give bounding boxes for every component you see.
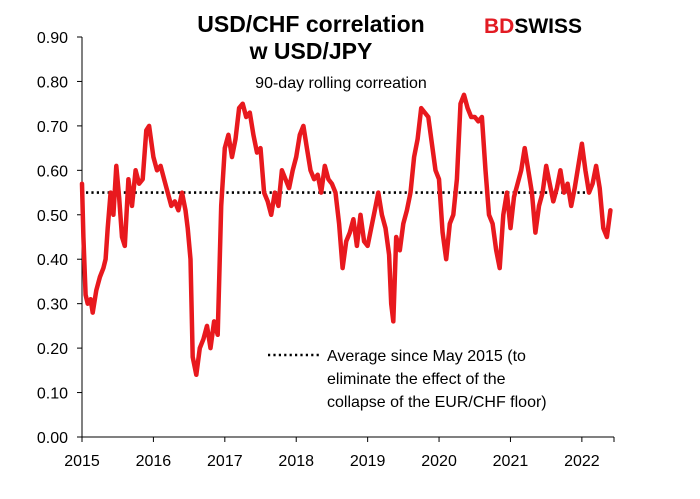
- chart-title-line2: w USD/JPY: [249, 38, 373, 64]
- x-tick-label: 2018: [278, 453, 314, 470]
- y-tick-label: 0.50: [37, 208, 68, 225]
- y-tick-label: 0.80: [37, 74, 68, 91]
- y-tick-label: 0.00: [37, 430, 68, 447]
- x-tick-label: 2015: [64, 453, 100, 470]
- series-line: [79, 92, 613, 378]
- svg-text:BDSWISS: BDSWISS: [484, 15, 582, 38]
- brand-logo: BDSWISS: [484, 15, 582, 38]
- x-tick-label: 2020: [421, 453, 457, 470]
- chart-subtitle: 90-day rolling correation: [255, 75, 427, 92]
- x-axis: 2015 2016 2017 2018 2019 2020 2021 2022: [64, 436, 615, 470]
- legend-label-line2: eliminate the effect of the: [327, 371, 506, 388]
- series-group: [79, 92, 613, 378]
- chart-title-line1: USD/CHF correlation: [197, 11, 424, 37]
- y-tick-label: 0.40: [37, 252, 68, 269]
- y-tick-label: 0.70: [37, 119, 68, 136]
- x-tick-label: 2019: [350, 453, 386, 470]
- legend-label-line3: collapse of the EUR/CHF floor): [327, 394, 547, 411]
- y-tick-label: 0.90: [37, 30, 68, 47]
- legend: Average since May 2015 (to eliminate the…: [268, 348, 547, 411]
- y-tick-label: 0.30: [37, 297, 68, 314]
- x-tick-label: 2016: [136, 453, 172, 470]
- y-axis: 0.00 0.10 0.20 0.30 0.40 0.50 0.60 0.70 0.80 0.90: [37, 30, 83, 447]
- brand-logo-part2: SWISS: [514, 15, 582, 38]
- y-tick-label: 0.60: [37, 163, 68, 180]
- x-tick-label: 2017: [207, 453, 243, 470]
- brand-logo-part1: BD: [484, 15, 514, 38]
- x-tick-label: 2021: [493, 453, 529, 470]
- y-tick-label: 0.10: [37, 386, 68, 403]
- y-tick-label: 0.20: [37, 341, 68, 358]
- x-tick-label: 2022: [564, 453, 600, 470]
- legend-label-line1: Average since May 2015 (to: [327, 348, 526, 365]
